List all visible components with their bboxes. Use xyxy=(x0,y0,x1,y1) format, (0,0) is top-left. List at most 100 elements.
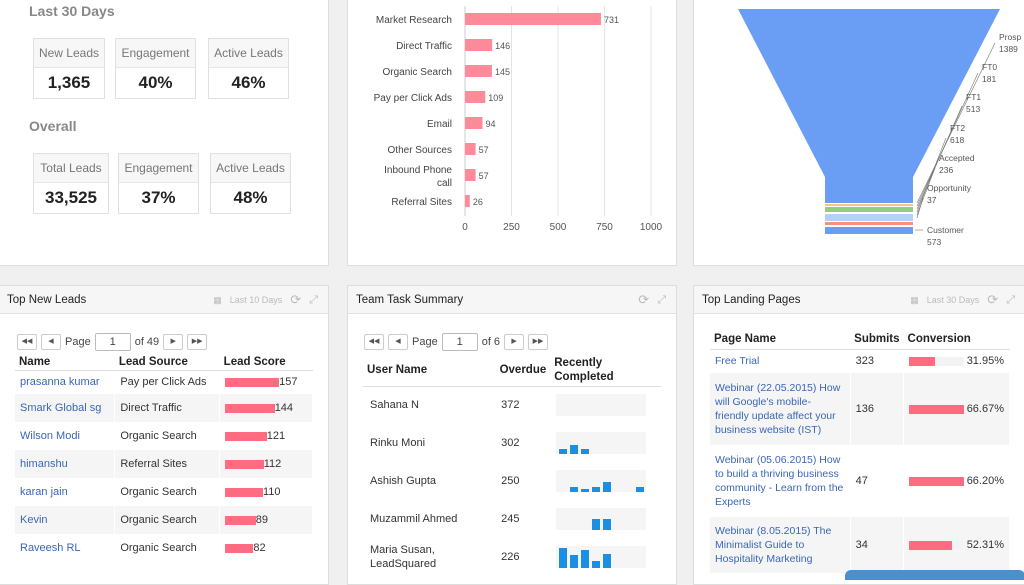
column-header[interactable]: Lead Score xyxy=(219,354,313,371)
completed-sparkline xyxy=(555,508,646,530)
name-cell: Kevin xyxy=(15,506,116,534)
spark-bar xyxy=(558,449,567,454)
table-row[interactable]: Webinar (05.06.2015) How to build a thri… xyxy=(710,445,1010,517)
submits-cell: 323 xyxy=(850,349,905,373)
recently-completed-cell xyxy=(550,538,662,576)
table-row[interactable]: Maria Susan, LeadSquared 226 xyxy=(363,538,662,576)
name-cell: prasanna kumar xyxy=(15,370,116,394)
table-row[interactable]: Kevin Organic Search 89 xyxy=(15,506,313,534)
stat-new-leads: New Leads 1,365 xyxy=(33,38,105,99)
bar xyxy=(465,13,601,25)
refresh-icon[interactable]: ⟳ xyxy=(987,292,999,307)
page-name-link[interactable]: Webinar (05.06.2015) How to build a thri… xyxy=(715,454,844,508)
bar xyxy=(465,39,493,51)
next-page-button[interactable]: ▶ xyxy=(504,334,525,350)
table-row[interactable]: Rinku Moni 302 xyxy=(363,424,662,462)
spark-bar xyxy=(591,561,600,568)
bar xyxy=(465,169,476,181)
table-row[interactable]: Muzammil Ahmed 245 xyxy=(363,500,662,538)
next-page-button[interactable]: ▶ xyxy=(163,334,184,350)
page-name-link[interactable]: Webinar (22.05.2015) How will Google's m… xyxy=(715,382,841,436)
x-tick-label: 1000 xyxy=(640,222,663,233)
overall-title: Overall xyxy=(29,118,77,134)
last-page-button[interactable]: ▶▶ xyxy=(187,334,208,350)
overdue-cell: 245 xyxy=(495,500,551,538)
panel-title: Team Task Summary xyxy=(356,294,464,306)
lead-name-link[interactable]: Raveesh RL xyxy=(20,542,81,554)
scrollbar[interactable] xyxy=(845,570,1024,580)
table-row[interactable]: himanshu Referral Sites 112 xyxy=(15,450,313,478)
table-row[interactable]: Webinar (22.05.2015) How will Google's m… xyxy=(710,373,1010,445)
calendar-icon[interactable]: ▦ xyxy=(213,295,222,305)
conversion-bar xyxy=(909,356,936,366)
table-row[interactable]: Wilson Modi Organic Search 121 xyxy=(15,422,313,450)
panel-header: Top New Leads ▦ Last 10 Days ⟳ ⤢ xyxy=(0,286,328,314)
x-tick-label: 500 xyxy=(550,222,567,233)
prev-page-button[interactable]: ◀ xyxy=(388,334,408,350)
funnel-label: Opportunity xyxy=(927,183,972,193)
first-page-button[interactable]: ◀◀ xyxy=(17,334,37,350)
lead-name-link[interactable]: Kevin xyxy=(20,514,48,526)
lead-name-link[interactable]: Wilson Modi xyxy=(20,430,80,442)
expand-icon[interactable]: ⤢ xyxy=(309,294,318,306)
calendar-icon[interactable]: ▦ xyxy=(910,295,919,305)
lead-source-cell: Organic Search xyxy=(114,534,221,562)
table-row[interactable]: Webinar (8.05.2015) The Minimalist Guide… xyxy=(710,517,1010,573)
date-range[interactable]: Last 10 Days xyxy=(229,295,283,305)
user-name-cell: Maria Susan, LeadSquared xyxy=(363,538,497,576)
page-input[interactable]: 1 xyxy=(94,333,131,351)
category-label: Inbound Phone xyxy=(384,165,452,176)
first-page-button[interactable]: ◀◀ xyxy=(364,334,384,350)
conversion-cell: 66.67% xyxy=(903,373,1010,445)
table-row[interactable]: karan jain Organic Search 110 xyxy=(15,478,313,506)
lead-source-cell: Organic Search xyxy=(114,478,221,506)
refresh-icon[interactable]: ⟳ xyxy=(638,292,650,307)
lead-name-link[interactable]: Smark Global sg xyxy=(20,402,102,414)
conversion-cell: 52.31% xyxy=(903,517,1010,573)
column-header[interactable]: Recently Completed xyxy=(550,354,661,387)
column-header[interactable]: Submits xyxy=(850,329,904,350)
spark-bar xyxy=(602,482,611,492)
recently-completed-cell xyxy=(550,386,662,424)
column-header[interactable]: Name xyxy=(15,354,115,371)
page-name-link[interactable]: Webinar (8.05.2015) The Minimalist Guide… xyxy=(715,525,832,565)
column-header[interactable]: Page Name xyxy=(710,329,851,350)
expand-icon[interactable]: ⤢ xyxy=(657,294,666,306)
refresh-icon[interactable]: ⟳ xyxy=(290,292,302,307)
spark-bar xyxy=(569,555,578,568)
expand-icon[interactable]: ⤢ xyxy=(1006,294,1015,306)
table-row[interactable]: Raveesh RL Organic Search 82 xyxy=(15,534,313,562)
category-label: Pay per Click Ads xyxy=(374,93,452,104)
data-label: 145 xyxy=(495,67,510,77)
date-range[interactable]: Last 30 Days xyxy=(926,295,980,305)
name-cell: Raveesh RL xyxy=(15,534,116,562)
leads-table: Name Lead Source Lead Score prasanna kumar P… xyxy=(15,354,313,562)
lead-name-link[interactable]: prasanna kumar xyxy=(20,376,100,389)
lead-name-link[interactable]: himanshu xyxy=(20,458,68,470)
lead-score-cell: 121 xyxy=(219,422,313,450)
lead-name-link[interactable]: karan jain xyxy=(20,486,68,498)
prev-page-button[interactable]: ◀ xyxy=(41,334,61,350)
table-row[interactable]: prasanna kumar Pay per Click Ads 157 xyxy=(15,370,313,394)
page-input[interactable]: 1 xyxy=(441,333,478,351)
column-header[interactable]: Conversion xyxy=(903,329,1010,350)
last-page-button[interactable]: ▶▶ xyxy=(528,334,549,350)
spark-bar xyxy=(580,449,589,454)
name-cell: Smark Global sg xyxy=(15,394,116,422)
table-row[interactable]: Ashish Gupta 250 xyxy=(363,462,662,500)
summary-panel: Last 30 Days New Leads 1,365 Engagement 40… xyxy=(0,0,329,266)
lead-score-cell: 157 xyxy=(219,370,313,394)
funnel-segment xyxy=(825,222,913,225)
data-label: 731 xyxy=(604,15,619,25)
table-row[interactable]: Smark Global sg Direct Traffic 144 xyxy=(15,394,313,422)
column-header[interactable]: Overdue xyxy=(495,354,551,387)
column-header[interactable]: User Name xyxy=(363,354,496,387)
table-row[interactable]: Free Trial 323 31.95% xyxy=(710,349,1010,373)
lead-score-cell: 112 xyxy=(219,450,313,478)
leader-line xyxy=(916,197,924,219)
page-name-link[interactable]: Free Trial xyxy=(715,355,760,368)
table-row[interactable]: Sahana N 372 xyxy=(363,386,662,424)
conversion-bar xyxy=(909,540,953,550)
column-header[interactable]: Lead Source xyxy=(114,354,220,371)
